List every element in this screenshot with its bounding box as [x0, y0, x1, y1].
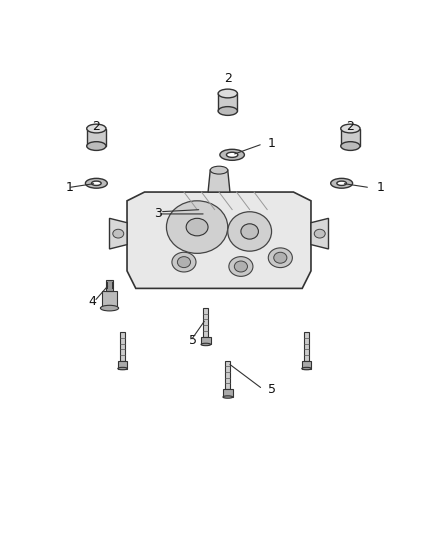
- Polygon shape: [120, 332, 125, 361]
- Polygon shape: [110, 219, 127, 249]
- Text: 2: 2: [92, 120, 100, 133]
- Polygon shape: [106, 280, 113, 290]
- Polygon shape: [223, 389, 233, 397]
- Ellipse shape: [210, 166, 228, 174]
- Polygon shape: [341, 128, 360, 146]
- Ellipse shape: [201, 343, 211, 346]
- Ellipse shape: [166, 201, 228, 253]
- Ellipse shape: [268, 248, 293, 268]
- Polygon shape: [218, 93, 237, 111]
- Polygon shape: [226, 361, 230, 389]
- Polygon shape: [304, 332, 309, 361]
- Text: 5: 5: [268, 383, 276, 395]
- Ellipse shape: [341, 124, 360, 133]
- Ellipse shape: [186, 219, 208, 236]
- Ellipse shape: [218, 107, 237, 115]
- Polygon shape: [302, 361, 311, 368]
- Polygon shape: [201, 336, 211, 344]
- Polygon shape: [311, 219, 328, 249]
- Ellipse shape: [100, 305, 119, 311]
- Ellipse shape: [274, 252, 287, 263]
- Text: 2: 2: [224, 71, 232, 85]
- Ellipse shape: [229, 257, 253, 276]
- Text: 1: 1: [268, 138, 276, 150]
- Polygon shape: [118, 361, 127, 368]
- Ellipse shape: [302, 367, 311, 370]
- Ellipse shape: [85, 179, 107, 188]
- Ellipse shape: [337, 181, 346, 185]
- Text: 5: 5: [189, 335, 197, 348]
- Ellipse shape: [172, 252, 196, 272]
- Ellipse shape: [177, 257, 191, 268]
- Polygon shape: [203, 308, 208, 336]
- Text: 1: 1: [377, 181, 385, 194]
- Ellipse shape: [226, 152, 238, 157]
- Text: 1: 1: [66, 181, 74, 194]
- Ellipse shape: [228, 212, 272, 251]
- Ellipse shape: [218, 89, 237, 98]
- Text: 2: 2: [346, 120, 354, 133]
- Text: 4: 4: [88, 295, 96, 308]
- Polygon shape: [87, 128, 106, 146]
- Ellipse shape: [118, 367, 127, 370]
- Ellipse shape: [331, 179, 353, 188]
- Polygon shape: [102, 290, 117, 308]
- Ellipse shape: [220, 149, 244, 160]
- Ellipse shape: [87, 124, 106, 133]
- Ellipse shape: [92, 181, 101, 185]
- Polygon shape: [208, 170, 230, 192]
- Ellipse shape: [241, 224, 258, 239]
- Polygon shape: [127, 192, 311, 288]
- Text: 3: 3: [154, 207, 162, 221]
- Ellipse shape: [341, 142, 360, 150]
- Ellipse shape: [87, 142, 106, 150]
- Ellipse shape: [223, 396, 233, 398]
- Ellipse shape: [314, 229, 325, 238]
- Ellipse shape: [113, 229, 124, 238]
- Ellipse shape: [234, 261, 247, 272]
